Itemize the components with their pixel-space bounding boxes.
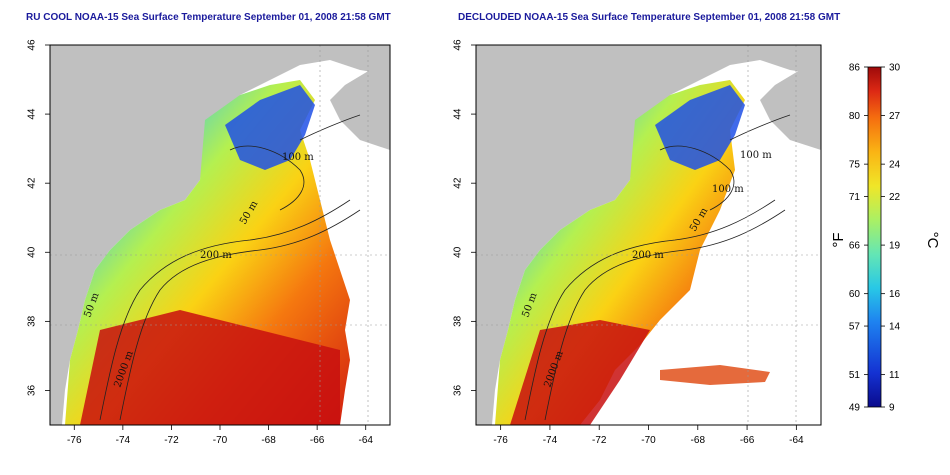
colorbar-celsius-label: 22 — [889, 192, 901, 203]
left-map-x-tick-label: -72 — [164, 435, 179, 446]
colorbar-fahrenheit-label: 66 — [849, 241, 861, 252]
right-contour-label-100m-east: 100 m — [740, 150, 772, 161]
colorbar-celsius-label: 19 — [889, 241, 901, 252]
colorbar-celsius-label: 24 — [889, 160, 901, 171]
right-map-y-tick-label: 42 — [453, 177, 464, 189]
colorbar-fahrenheit-unit: °F — [830, 232, 847, 247]
colorbar-celsius-label: 14 — [889, 322, 901, 333]
left-map-warm-core — [80, 310, 340, 425]
colorbar: 86 30 80 27 75 24 71 22 66 19 60 16 57 14 51 11 49 9 °F °… — [830, 63, 941, 414]
right-map-x-tick-label: -74 — [543, 435, 558, 446]
colorbar-celsius-label: 30 — [889, 63, 901, 74]
right-map-y-tick-label: 46 — [453, 39, 464, 51]
left-map-y-tick-label: 40 — [27, 246, 38, 258]
left-map-y-tick-label: 38 — [27, 315, 38, 327]
right-contour-label-200m: 200 m — [632, 250, 664, 261]
colorbar-fahrenheit-label: 49 — [849, 403, 861, 414]
right-map-x-tick-label: -68 — [691, 435, 706, 446]
right-map-bathymetry-contours — [524, 114, 791, 421]
right-map-x-tick-label: -72 — [592, 435, 607, 446]
left-map-axes: -76 -74 -72 -70 -68 -66 -64 46 44 42 40 38 36 — [27, 39, 374, 446]
left-map-bathymetry-contours — [99, 114, 361, 421]
left-map-y-tick-label: 44 — [27, 108, 38, 120]
left-map-title: RU COOL NOAA-15 Sea Surface Temperature … — [26, 12, 391, 23]
left-map-x-tick-label: -70 — [213, 435, 228, 446]
right-map-axes: -76 -74 -72 -70 -68 -66 -64 46 44 42 40 38 36 — [453, 39, 804, 446]
left-map-land — [50, 45, 390, 425]
left-contour-label-100m: 100 m — [282, 152, 314, 163]
colorbar-fahrenheit-label: 57 — [849, 322, 861, 333]
right-map-x-tick-label: -64 — [789, 435, 804, 446]
right-map-title: DECLOUDED NOAA-15 Sea Surface Temperatur… — [458, 12, 841, 23]
colorbar-fahrenheit-label: 60 — [849, 289, 861, 300]
colorbar-ticks: 86 30 80 27 75 24 71 22 66 19 60 16 57 14 51 11 49 9 — [849, 63, 901, 414]
colorbar-fahrenheit-label: 51 — [849, 370, 861, 381]
right-map-warm-eddies — [660, 365, 770, 385]
right-map-y-tick-label: 38 — [453, 315, 464, 327]
right-map-x-tick-label: -76 — [493, 435, 508, 446]
left-map-x-tick-label: -66 — [310, 435, 325, 446]
left-map-y-tick-label: 36 — [27, 384, 38, 396]
colorbar-ramp — [867, 66, 882, 408]
colorbar-celsius-unit: °C — [924, 232, 941, 249]
right-map-x-tick-label: -70 — [641, 435, 656, 446]
left-map-x-tick-label: -64 — [358, 435, 373, 446]
left-contour-label-200m: 200 m — [200, 250, 232, 261]
right-map-y-tick-label: 44 — [453, 108, 464, 120]
colorbar-fahrenheit-label: 80 — [849, 111, 861, 122]
right-map-y-tick-label: 40 — [453, 246, 464, 258]
right-map-cold-gulf — [655, 85, 745, 170]
colorbar-celsius-label: 9 — [889, 403, 895, 414]
right-map-nova-scotia — [760, 45, 821, 150]
left-map-x-tick-label: -76 — [67, 435, 82, 446]
colorbar-fahrenheit-label: 75 — [849, 160, 861, 171]
colorbar-fahrenheit-label: 71 — [849, 192, 861, 203]
colorbar-celsius-label: 11 — [889, 370, 900, 381]
left-map-x-tick-label: -74 — [116, 435, 131, 446]
right-map-warm-core — [510, 320, 650, 425]
right-map-gridlines — [476, 45, 821, 425]
left-map-cold-gulf — [225, 85, 315, 170]
right-contour-label-100m-west: 100 m — [712, 184, 744, 195]
right-map-land — [476, 45, 821, 425]
left-map: 100 m 50 m 200 m 50 m 2000 m -76 -74 -72 -7… — [27, 39, 391, 446]
right-map-y-tick-label: 36 — [453, 384, 464, 396]
colorbar-celsius-label: 27 — [889, 111, 901, 122]
colorbar-fahrenheit-label: 86 — [849, 63, 861, 74]
right-map-x-tick-label: -66 — [740, 435, 755, 446]
left-map-nova-scotia — [330, 45, 390, 150]
left-map-y-tick-label: 42 — [27, 177, 38, 189]
left-map-x-tick-label: -68 — [261, 435, 276, 446]
left-map-y-tick-label: 46 — [27, 39, 38, 51]
right-map: 100 m 100 m 50 m 200 m 50 m 2000 m -76 -7… — [453, 39, 822, 446]
colorbar-celsius-label: 16 — [889, 289, 901, 300]
left-map-gridlines — [50, 45, 390, 425]
